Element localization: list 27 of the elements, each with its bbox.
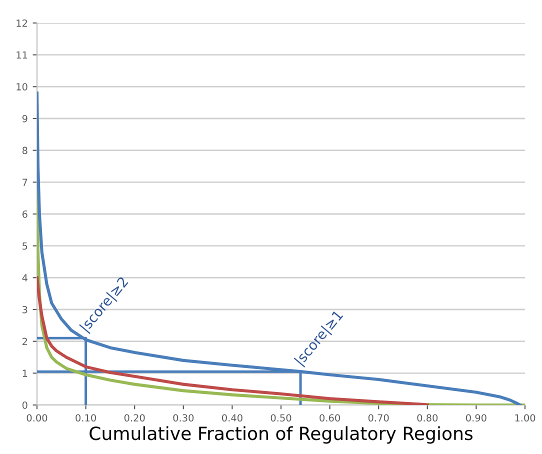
y-tick-label: 10 [16, 83, 28, 90]
y-tick-label: 5 [22, 242, 28, 250]
x-tick-label: 0.20 [124, 414, 145, 422]
x-tick-label: 0.30 [173, 414, 194, 422]
line-series [37, 276, 429, 405]
y-tick-label: 12 [16, 19, 27, 27]
x-tick-label: 0.60 [320, 414, 340, 422]
y-tick-label: 2 [22, 338, 27, 346]
y-tick-label: 3 [22, 306, 28, 314]
y-tick-label: 0 [22, 401, 28, 409]
x-axis-title: Cumulative Fraction of Regulatory Regions [90, 426, 472, 444]
x-tick-label: 0.00 [26, 414, 48, 422]
x-tick-label: 0.80 [417, 414, 438, 422]
x-tick-label: 0.40 [222, 414, 242, 422]
y-tick-label: 9 [22, 114, 28, 122]
x-tick-label: 0.50 [270, 414, 292, 422]
y-tick-label: 8 [22, 146, 28, 154]
y-tick-label: 1 [22, 370, 28, 377]
y-tick-label: 6 [22, 210, 28, 218]
line-series [37, 92, 522, 405]
x-tick-label: 0.10 [76, 414, 96, 422]
y-tick-label: 7 [22, 178, 28, 186]
x-tick-label: 0.70 [368, 414, 389, 422]
x-tick-label: 0.90 [466, 414, 486, 422]
y-tick-label: 11 [16, 51, 28, 59]
x-tick-label: 1.00 [515, 414, 536, 422]
y-tick-label: 4 [22, 274, 28, 282]
